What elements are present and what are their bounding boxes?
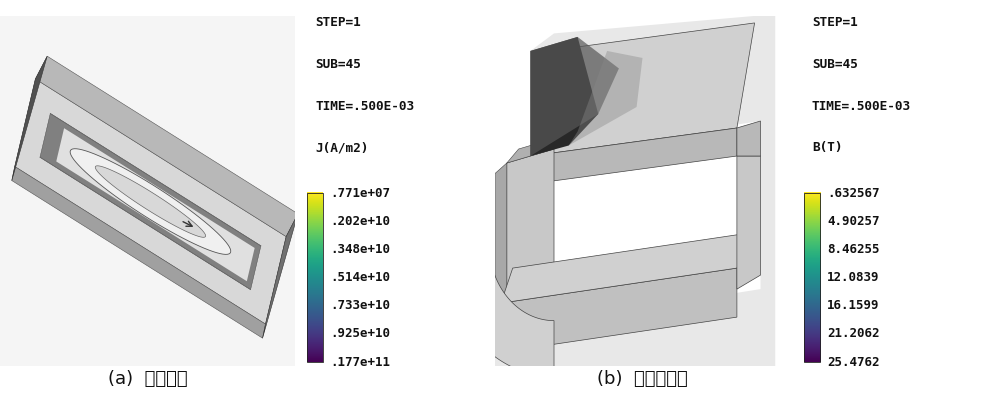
Polygon shape [442, 244, 554, 377]
Polygon shape [12, 56, 47, 181]
Text: .771e+07: .771e+07 [330, 187, 390, 199]
Text: STEP=1: STEP=1 [812, 16, 858, 29]
Polygon shape [70, 149, 231, 254]
Text: 4.90257: 4.90257 [827, 215, 880, 228]
Polygon shape [530, 128, 737, 184]
Polygon shape [495, 16, 775, 366]
Text: 25.4762: 25.4762 [827, 356, 880, 369]
Text: (a)  电流密度: (a) 电流密度 [108, 370, 188, 388]
Text: (b)  磁感应强度: (b) 磁感应强度 [597, 370, 687, 388]
Text: STEP=1: STEP=1 [315, 16, 361, 29]
Polygon shape [737, 156, 761, 289]
Polygon shape [495, 163, 507, 324]
Polygon shape [56, 128, 255, 281]
Text: .348e+10: .348e+10 [330, 243, 390, 256]
Text: .514e+10: .514e+10 [330, 271, 390, 284]
Polygon shape [263, 214, 298, 338]
Text: 12.0839: 12.0839 [827, 271, 880, 284]
Polygon shape [507, 149, 554, 314]
Polygon shape [507, 135, 566, 163]
Text: SUB=45: SUB=45 [812, 58, 858, 71]
Text: .733e+10: .733e+10 [330, 299, 390, 312]
Polygon shape [40, 113, 261, 290]
Polygon shape [530, 23, 755, 156]
Text: B(T): B(T) [812, 141, 842, 154]
Text: .925e+10: .925e+10 [330, 328, 390, 340]
Bar [307, 193, 323, 362]
Polygon shape [530, 37, 598, 156]
Text: .202e+10: .202e+10 [330, 215, 390, 228]
Polygon shape [501, 268, 737, 352]
Text: TIME=.500E-03: TIME=.500E-03 [812, 100, 911, 113]
Polygon shape [501, 233, 749, 303]
Polygon shape [569, 51, 642, 146]
Text: .632567: .632567 [827, 187, 880, 199]
Polygon shape [737, 121, 761, 156]
Text: TIME=.500E-03: TIME=.500E-03 [315, 100, 414, 113]
Polygon shape [95, 166, 206, 237]
Text: 16.1599: 16.1599 [827, 299, 880, 312]
Polygon shape [35, 56, 298, 236]
Text: SUB=45: SUB=45 [315, 58, 361, 71]
Text: J(A/m2): J(A/m2) [315, 141, 368, 154]
Text: .177e+11: .177e+11 [330, 356, 390, 369]
Polygon shape [530, 37, 619, 156]
Text: 8.46255: 8.46255 [827, 243, 880, 256]
Text: 21.2062: 21.2062 [827, 328, 880, 340]
Bar [804, 193, 820, 362]
Polygon shape [12, 166, 266, 338]
Polygon shape [15, 79, 286, 324]
